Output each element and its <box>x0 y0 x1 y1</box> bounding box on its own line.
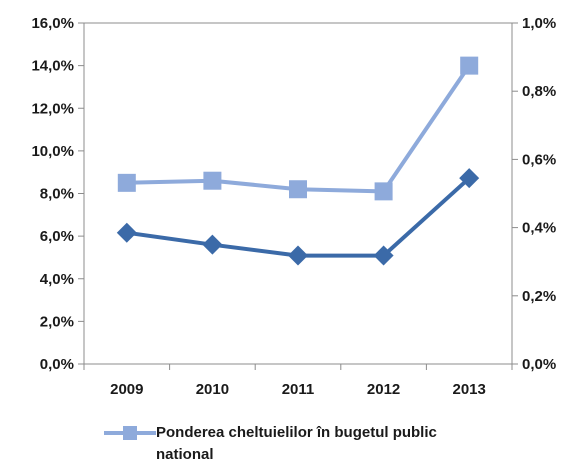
left-axis-tick-label: 12,0% <box>31 100 74 117</box>
x-axis-tick-label: 2013 <box>453 381 486 398</box>
left-axis-tick-labels: 0,0% 2,0% 4,0% 6,0% 8,0% 10,0% 12,0% 14,0% 16,0% <box>31 15 74 373</box>
series-1-point <box>374 182 393 201</box>
left-axis-tick-label: 0,0% <box>40 356 74 373</box>
series-1-point <box>460 56 479 75</box>
left-axis-tick-label: 14,0% <box>31 58 74 75</box>
series-layer <box>116 56 480 266</box>
left-axis-tick-label: 10,0% <box>31 143 74 160</box>
plot-area <box>78 22 518 370</box>
left-axis-tick-label: 16,0% <box>31 15 74 32</box>
series-2-point <box>202 234 223 255</box>
legend-label-line-2: national <box>156 446 214 463</box>
left-axis-tick-label: 4,0% <box>40 271 74 288</box>
series-1-point <box>117 173 136 192</box>
right-axis-tick-label: 0,0% <box>522 356 556 373</box>
x-axis-tick-labels: 2009 2010 2011 2012 2013 <box>110 381 486 398</box>
right-axis-tick-label: 0,6% <box>522 151 556 168</box>
right-axis-tick-label: 0,4% <box>522 220 556 237</box>
x-axis-tick-label: 2012 <box>367 381 400 398</box>
series-1-point <box>203 171 222 190</box>
legend-label: Ponderea cheltuielilor în bugetul public… <box>156 422 536 466</box>
x-axis-tick-label: 2009 <box>110 381 143 398</box>
right-axis-tick-label: 1,0% <box>522 15 556 32</box>
left-axis-tick-label: 8,0% <box>40 186 74 203</box>
series-1-point <box>289 180 307 199</box>
series-2-point <box>116 222 137 243</box>
x-axis-tick-label: 2011 <box>282 381 315 398</box>
series-1 <box>117 56 479 201</box>
legend-label-line-1: Ponderea cheltuielilor în bugetul public <box>156 424 437 441</box>
series-2-point <box>373 245 394 266</box>
series-2 <box>116 168 480 266</box>
series-2-point <box>459 168 480 189</box>
left-axis-tick-label: 2,0% <box>40 313 74 330</box>
series-2-point <box>288 245 308 266</box>
right-axis-tick-label: 0,8% <box>522 83 556 100</box>
right-axis-tick-labels: 0,0% 0,2% 0,4% 0,6% 0,8% 1,0% <box>522 15 556 373</box>
series-1-line <box>126 64 471 194</box>
right-axis-tick-label: 0,2% <box>522 288 556 305</box>
left-axis-tick-label: 6,0% <box>40 228 74 245</box>
x-axis-tick-label: 2010 <box>196 381 229 398</box>
legend-series-marker-icon <box>104 426 156 440</box>
